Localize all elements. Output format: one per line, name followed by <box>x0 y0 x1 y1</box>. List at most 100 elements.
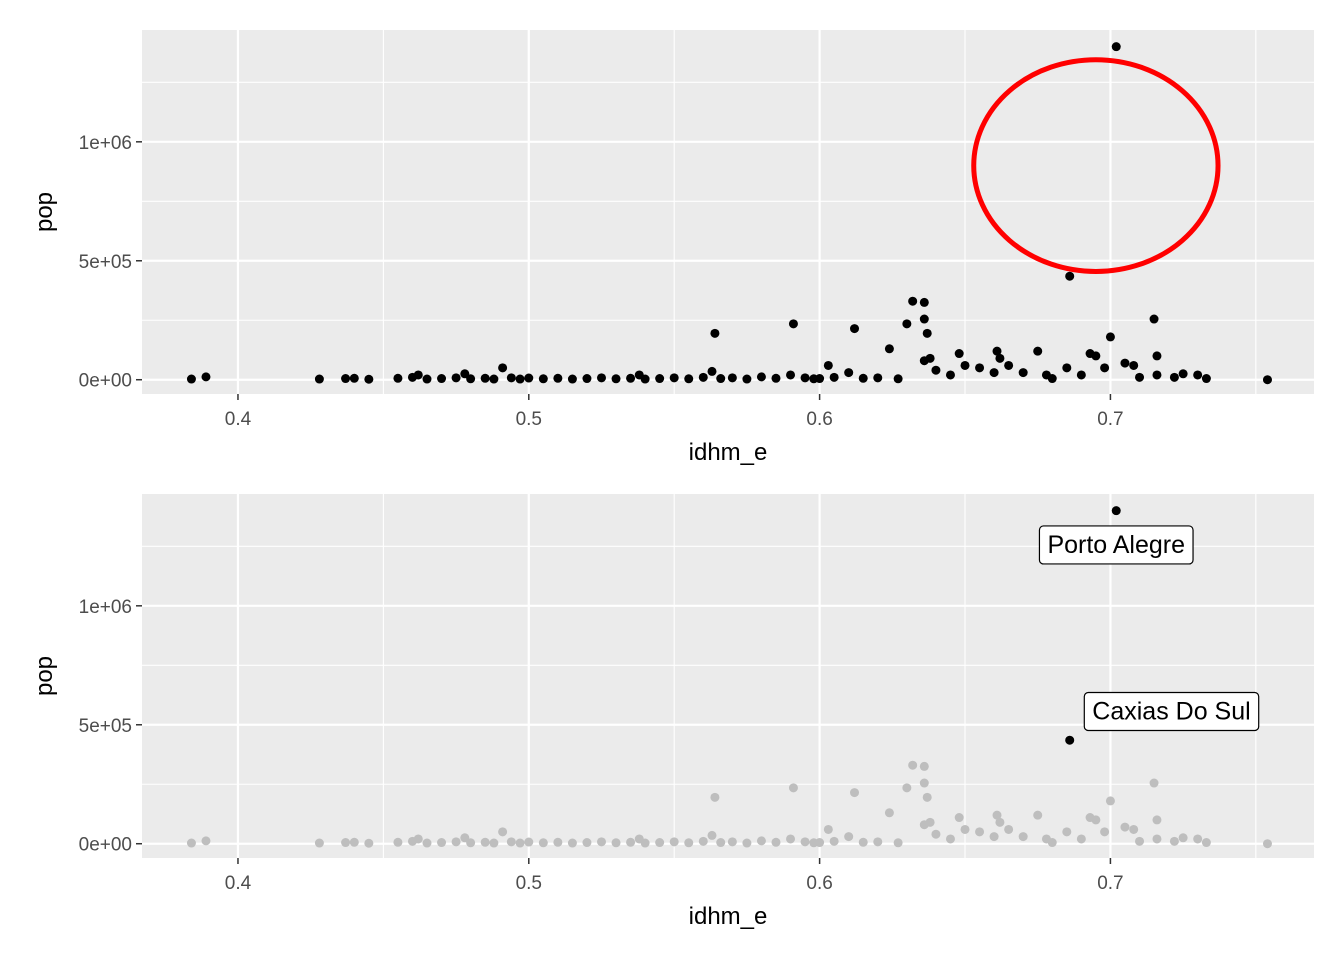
point-label-callout: Porto Alegre <box>1038 525 1194 565</box>
data-point <box>1100 827 1110 837</box>
y-tick-label: 0e+00 <box>79 835 132 856</box>
data-point <box>186 374 196 384</box>
y-tick-label: 0e+00 <box>79 371 132 392</box>
data-point <box>995 817 1005 827</box>
data-point <box>1100 363 1110 373</box>
data-point <box>925 817 935 827</box>
data-point <box>460 369 470 379</box>
data-point <box>1135 372 1145 382</box>
data-point <box>460 833 470 843</box>
data-point <box>186 838 196 848</box>
bottom-panel: Porto Alegre Caxias Do Sul 0e+00 5e+05 1e+0… <box>31 494 1314 930</box>
data-point <box>893 374 903 384</box>
data-point <box>466 838 476 848</box>
data-point <box>451 837 461 847</box>
data-point <box>480 373 490 383</box>
top-x-tick-labels: 0.4 0.5 0.6 0.7 <box>225 394 1124 430</box>
data-point <box>422 374 432 384</box>
data-point <box>1201 838 1211 848</box>
bottom-highlighted-points: Porto Alegre Caxias Do Sul <box>1038 506 1260 745</box>
data-point <box>698 372 708 382</box>
data-point <box>611 838 621 848</box>
x-tick-label: 0.5 <box>516 409 542 430</box>
data-point <box>975 363 985 373</box>
x-tick-label: 0.4 <box>225 873 252 894</box>
data-point <box>989 832 999 842</box>
data-point <box>596 837 606 847</box>
data-point <box>1091 351 1101 361</box>
point-label-text: Caxias Do Sul <box>1092 697 1250 725</box>
data-point <box>756 372 766 382</box>
data-point <box>1111 42 1121 52</box>
data-point <box>710 792 720 802</box>
data-point <box>788 319 798 329</box>
data-point <box>756 836 766 846</box>
data-point <box>815 838 825 848</box>
data-point <box>850 324 860 334</box>
top-y-axis-title: pop <box>31 192 58 232</box>
data-point <box>1062 827 1072 837</box>
bottom-y-axis-title: pop <box>31 656 58 696</box>
data-point <box>858 373 868 383</box>
point-label-callout: Caxias Do Sul <box>1083 691 1260 732</box>
data-point <box>884 808 894 818</box>
data-point <box>553 837 563 847</box>
data-point <box>201 372 211 382</box>
data-point <box>349 373 359 383</box>
data-point <box>413 370 423 380</box>
data-point <box>1169 372 1179 382</box>
point-label-box <box>1038 525 1194 565</box>
data-point <box>844 368 854 378</box>
data-point <box>364 374 374 384</box>
data-point <box>902 783 912 793</box>
data-point <box>873 373 883 383</box>
data-point <box>393 373 403 383</box>
data-point <box>992 810 1002 820</box>
data-point <box>922 792 932 802</box>
data-point <box>800 837 810 847</box>
data-point <box>553 373 563 383</box>
data-point <box>1105 796 1115 806</box>
data-point <box>1135 836 1145 846</box>
data-point <box>919 297 929 307</box>
data-point <box>1047 374 1057 384</box>
data-point <box>684 374 694 384</box>
data-point <box>873 837 883 847</box>
data-point <box>567 374 577 384</box>
data-point <box>314 374 324 384</box>
data-point <box>626 373 636 383</box>
data-point <box>975 827 985 837</box>
data-point <box>314 838 324 848</box>
data-point <box>954 813 964 823</box>
data-point <box>655 374 665 384</box>
data-point <box>524 837 534 847</box>
data-point <box>1152 834 1162 844</box>
data-point <box>506 837 516 847</box>
data-point <box>960 824 970 834</box>
data-point <box>669 837 679 847</box>
top-x-axis-title: idhm_e <box>689 439 768 466</box>
data-point <box>596 373 606 383</box>
data-point <box>908 760 918 770</box>
data-point <box>850 788 860 798</box>
data-point <box>413 834 423 844</box>
data-point <box>466 374 476 384</box>
data-point <box>716 838 726 848</box>
data-point <box>349 837 359 847</box>
data-point <box>931 365 941 375</box>
data-point <box>829 836 839 846</box>
y-tick-label: 1e+06 <box>79 597 132 618</box>
data-point <box>655 838 665 848</box>
data-point <box>393 837 403 847</box>
data-point <box>1152 370 1162 380</box>
data-point <box>1152 351 1162 361</box>
data-point <box>1152 815 1162 825</box>
data-point <box>1262 375 1272 385</box>
data-point <box>960 360 970 370</box>
data-point <box>727 837 737 847</box>
data-point <box>989 368 999 378</box>
data-point <box>919 761 929 771</box>
data-point <box>489 374 499 384</box>
data-point <box>1062 363 1072 373</box>
data-point <box>524 373 534 383</box>
